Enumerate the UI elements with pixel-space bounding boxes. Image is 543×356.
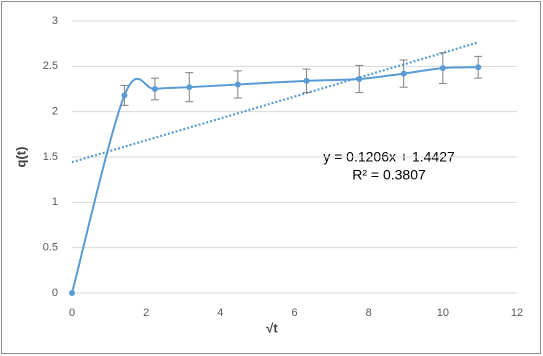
x-tick-label: 4 [217, 307, 223, 319]
x-tick-label: 0 [69, 307, 75, 319]
y-tick-label: 1 [52, 196, 58, 208]
point [400, 70, 407, 77]
point [303, 77, 310, 84]
x-tick-label: 6 [291, 307, 297, 319]
y-tick-label: 0 [52, 287, 58, 299]
y-tick-label: 3 [52, 15, 58, 27]
y-axis-title: q(t) [13, 147, 28, 168]
y-tick-label: 1.5 [43, 151, 58, 163]
y-tick-label: 2 [52, 106, 58, 118]
x-tick-label: 12 [511, 307, 523, 319]
trendline [71, 41, 479, 164]
point [356, 76, 363, 83]
point [186, 84, 193, 91]
y-tick-label: 0.5 [43, 242, 58, 254]
point [151, 86, 158, 92]
point [69, 290, 75, 296]
x-tick-label: 10 [437, 307, 449, 319]
point [475, 64, 482, 71]
y-tick-label: 2.5 [43, 60, 58, 72]
trend-r2: R² = 0.3807 [352, 167, 426, 183]
point [121, 92, 128, 99]
point [439, 65, 446, 72]
point [234, 81, 241, 88]
x-axis-title: √t [266, 320, 278, 335]
x-tick-label: 8 [366, 307, 372, 319]
x-tick-label: 2 [143, 307, 149, 319]
